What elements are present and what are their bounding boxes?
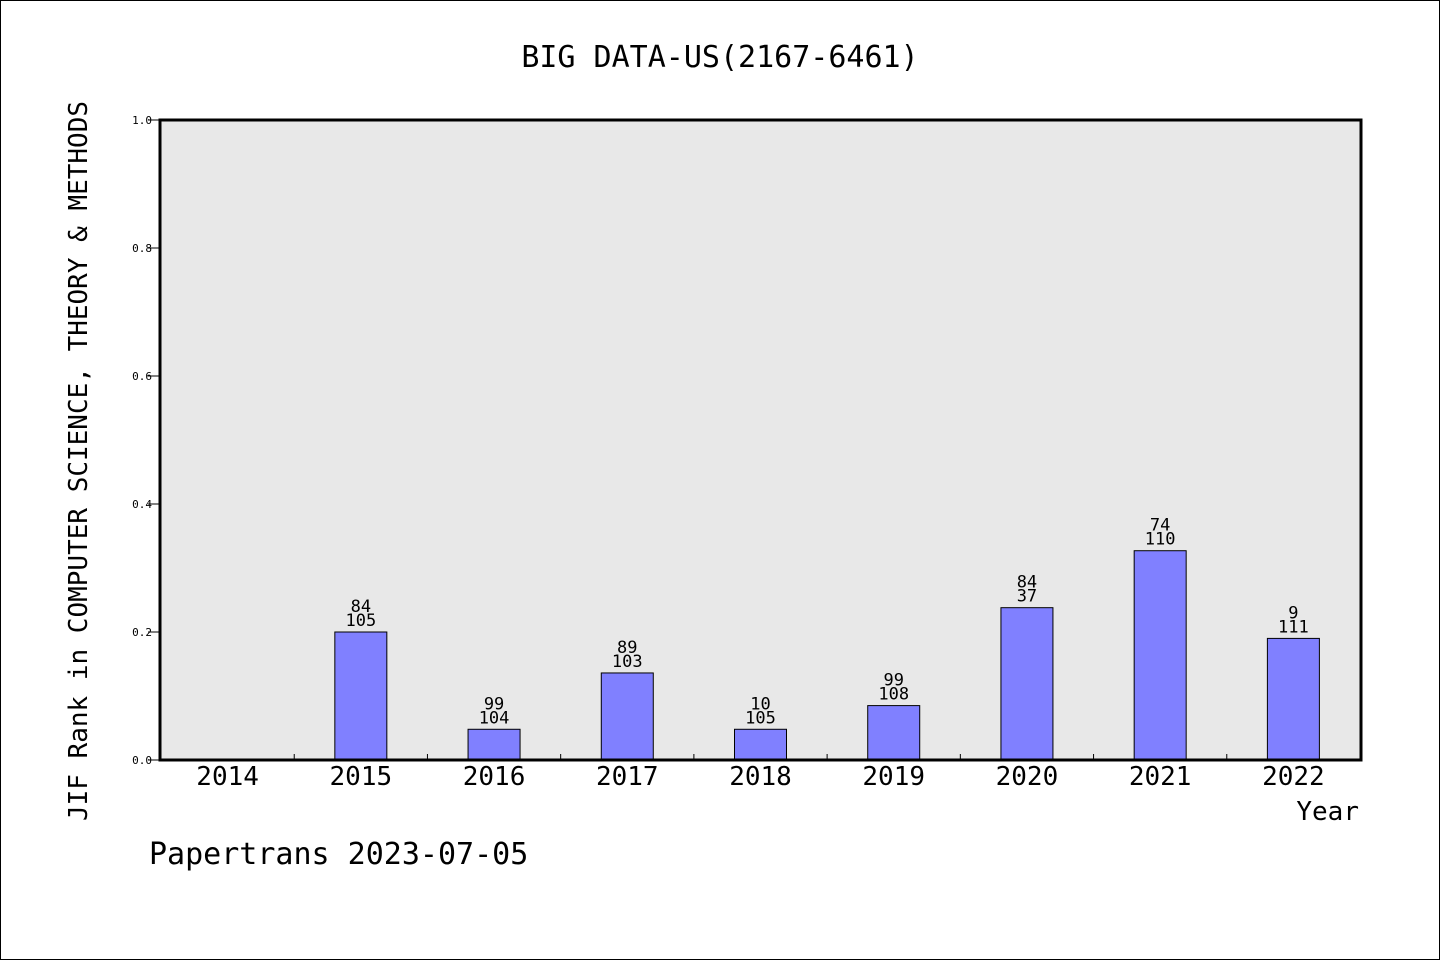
y-tick-label-0.2: 0.2 [132, 626, 152, 639]
x-tick-label-2020: 2020 [996, 762, 1059, 792]
x-ticks-group: 2014 2015 2016 2017 2018 2019 2020 2021 2022 [196, 754, 1325, 792]
bar-label-top-2016: 99 [484, 694, 504, 714]
bar-label-bottom-2015: 105 [345, 611, 376, 631]
x-tick-label-2018: 2018 [729, 762, 792, 792]
y-tick-label-0.0: 0.0 [132, 754, 152, 767]
bar-label-bottom-2022: 111 [1278, 617, 1309, 637]
bar-label-bottom-2019: 108 [878, 685, 909, 705]
y-tick-label-0.8: 0.8 [132, 242, 152, 255]
bar-label-top-2019: 99 [883, 671, 903, 691]
y-ticks-group: 0.0 0.2 0.4 0.6 0.8 1.0 [132, 114, 160, 767]
bar-2018 [734, 728, 787, 761]
bar-label-top-2022: 9 [1288, 603, 1298, 623]
x-tick-label-2022: 2022 [1262, 762, 1325, 792]
bar-label-top-2020: 84 [1017, 573, 1037, 593]
bar-label-bottom-2020: 37 [1017, 587, 1037, 607]
bars-group [334, 550, 1320, 761]
bar-2016 [467, 728, 521, 761]
y-tick-label-1.0: 1.0 [132, 114, 152, 127]
bar-2020 [1000, 607, 1054, 761]
bar-label-bottom-2018: 105 [745, 708, 776, 728]
bar-2017 [600, 672, 654, 761]
chart-title: BIG DATA-US(2167-6461) [521, 40, 918, 75]
y-tick-label-0.4: 0.4 [132, 498, 152, 511]
bar-label-bottom-2016: 104 [479, 708, 510, 728]
plot-border [158, 118, 1363, 762]
y-tick-label-0.6: 0.6 [132, 370, 152, 383]
bar-label-bottom-2017: 103 [612, 652, 643, 672]
x-tick-label-2016: 2016 [463, 762, 526, 792]
footer-credit: Papertrans 2023-07-05 [149, 837, 528, 872]
x-tick-label-2017: 2017 [596, 762, 659, 792]
bar-label-top-2017: 89 [617, 638, 637, 658]
bar-2021 [1133, 550, 1187, 761]
x-tick-label-2019: 2019 [862, 762, 925, 792]
x-tick-label-2014: 2014 [196, 762, 259, 792]
bar-2022 [1266, 637, 1320, 761]
bar-2019 [867, 705, 921, 761]
bar-label-top-2015: 84 [351, 597, 371, 617]
x-axis-label: Year [1296, 797, 1359, 827]
x-tick-label-2021: 2021 [1129, 762, 1192, 792]
bar-label-top-2018: 10 [750, 694, 770, 714]
bar-2015 [334, 631, 388, 761]
x-tick-label-2015: 2015 [330, 762, 393, 792]
y-axis-label: JIF Rank in COMPUTER SCIENCE, THEORY & M… [64, 101, 94, 821]
bar-label-bottom-2021: 110 [1145, 530, 1176, 550]
bar-label-top-2021: 74 [1150, 516, 1170, 536]
